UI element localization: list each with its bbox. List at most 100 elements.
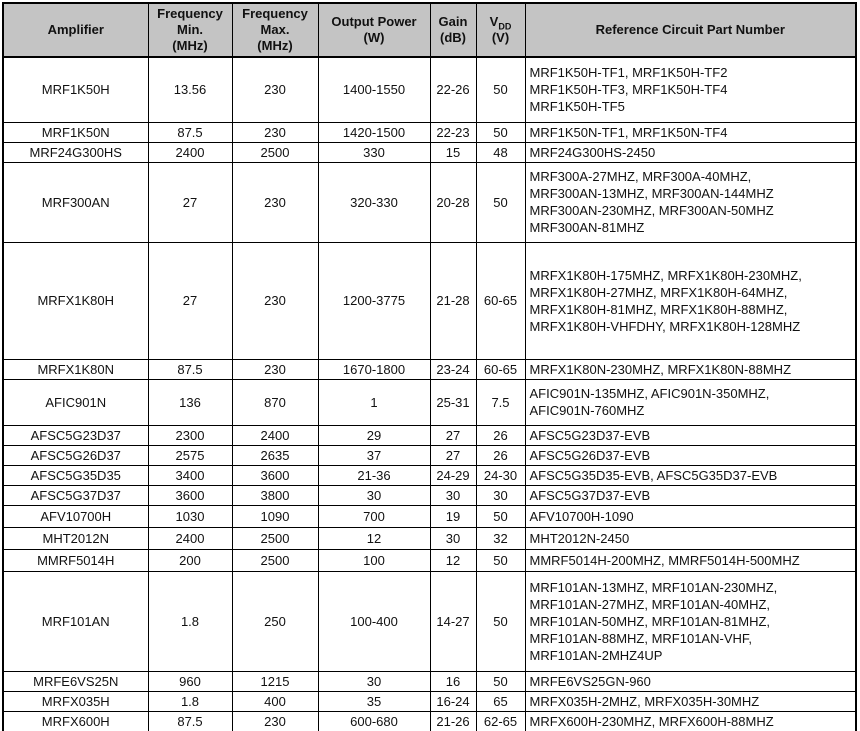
cell-gain: 21-28 xyxy=(429,241,477,360)
cell-vdd: 65 xyxy=(475,690,526,712)
cell-vdd: 60-65 xyxy=(475,358,526,380)
cell-frequency-min: 87.5 xyxy=(147,121,233,143)
cell-amplifier: AFSC5G23D37 xyxy=(2,424,149,446)
cell-vdd: 62-65 xyxy=(475,710,526,731)
cell-gain: 25-31 xyxy=(429,378,477,426)
cell-frequency-max: 230 xyxy=(231,56,319,123)
cell-frequency-min: 200 xyxy=(147,548,233,572)
cell-vdd: 50 xyxy=(475,570,526,672)
cell-gain: 20-28 xyxy=(429,161,477,243)
table-row: MRFX035H 1.8 400 35 16-24 65 MRFX035H-2MHZ, MR… xyxy=(2,690,857,712)
cell-gain: 23-24 xyxy=(429,358,477,380)
cell-vdd: 50 xyxy=(475,548,526,572)
cell-reference-parts: MHT2012N-2450 xyxy=(524,526,857,550)
cell-reference-parts: MMRF5014H-200MHZ, MMRF5014H-500MHZ xyxy=(524,548,857,572)
cell-output-power: 100 xyxy=(317,548,431,572)
cell-output-power: 1200-3775 xyxy=(317,241,431,360)
cell-output-power: 1 xyxy=(317,378,431,426)
cell-frequency-max: 3800 xyxy=(231,484,319,506)
table-row: MRFX1K80H 27 230 1200-3775 21-28 60-65 MRFX1K8… xyxy=(2,241,857,360)
cell-amplifier: AFV10700H xyxy=(2,504,149,528)
cell-frequency-max: 3600 xyxy=(231,464,319,486)
cell-frequency-min: 27 xyxy=(147,161,233,243)
cell-reference-parts: MRF1K50N-TF1, MRF1K50N-TF4 xyxy=(524,121,857,143)
table-row: MRF1K50H 13.56 230 1400-1550 22-26 50 MRF1K50H… xyxy=(2,56,857,123)
table-row: MRF300AN 27 230 320-330 20-28 50 MRF300A-27MHZ… xyxy=(2,161,857,243)
vdd-subscript: DD xyxy=(498,21,512,32)
table-row: AFIC901N 136 870 1 25-31 7.5 AFIC901N-135MHZ, … xyxy=(2,378,857,426)
vdd-unit: (V) xyxy=(491,30,510,45)
cell-frequency-max: 1090 xyxy=(231,504,319,528)
cell-output-power: 1400-1550 xyxy=(317,56,431,123)
cell-amplifier: MRFX035H xyxy=(2,690,149,712)
cell-vdd: 60-65 xyxy=(475,241,526,360)
cell-output-power: 30 xyxy=(317,670,431,692)
cell-frequency-max: 230 xyxy=(231,241,319,360)
cell-reference-parts: MRF101AN-13MHZ, MRF101AN-230MHZ, MRF101A… xyxy=(524,570,857,672)
table-row: AFSC5G35D35 3400 3600 21-36 24-29 24-30 AFSC5G… xyxy=(2,464,857,486)
cell-output-power: 1670-1800 xyxy=(317,358,431,380)
cell-output-power: 12 xyxy=(317,526,431,550)
cell-frequency-min: 1030 xyxy=(147,504,233,528)
cell-reference-parts: AFSC5G23D37-EVB xyxy=(524,424,857,446)
vdd-symbol: V xyxy=(489,14,499,29)
cell-frequency-min: 87.5 xyxy=(147,710,233,731)
cell-amplifier: MRF1K50H xyxy=(2,56,149,123)
cell-frequency-min: 2400 xyxy=(147,526,233,550)
cell-reference-parts: MRFX035H-2MHZ, MRFX035H-30MHZ xyxy=(524,690,857,712)
cell-gain: 14-27 xyxy=(429,570,477,672)
cell-frequency-min: 960 xyxy=(147,670,233,692)
cell-reference-parts: AFSC5G26D37-EVB xyxy=(524,444,857,466)
cell-output-power: 330 xyxy=(317,141,431,163)
cell-gain: 27 xyxy=(429,444,477,466)
cell-amplifier: MMRF5014H xyxy=(2,548,149,572)
cell-amplifier: MRF300AN xyxy=(2,161,149,243)
header-reference-circuit-part-number: Reference Circuit Part Number xyxy=(524,2,857,58)
cell-gain: 15 xyxy=(429,141,477,163)
cell-frequency-min: 27 xyxy=(147,241,233,360)
cell-output-power: 30 xyxy=(317,484,431,506)
cell-reference-parts: MRF1K50H-TF1, MRF1K50H-TF2 MRF1K50H-TF3,… xyxy=(524,56,857,123)
cell-frequency-min: 2300 xyxy=(147,424,233,446)
cell-frequency-min: 87.5 xyxy=(147,358,233,380)
table-row: MRFX1K80N 87.5 230 1670-1800 23-24 60-65 MRFX1… xyxy=(2,358,857,380)
cell-gain: 30 xyxy=(429,526,477,550)
table-row: MRFE6VS25N 960 1215 30 16 50 MRFE6VS25GN-960 xyxy=(2,670,857,692)
cell-vdd: 50 xyxy=(475,670,526,692)
cell-gain: 19 xyxy=(429,504,477,528)
cell-gain: 22-26 xyxy=(429,56,477,123)
cell-gain: 24-29 xyxy=(429,464,477,486)
cell-frequency-max: 2500 xyxy=(231,141,319,163)
cell-amplifier: AFSC5G26D37 xyxy=(2,444,149,466)
header-output-power: Output Power (W) xyxy=(317,2,431,58)
cell-reference-parts: AFIC901N-135MHZ, AFIC901N-350MHZ, AFIC90… xyxy=(524,378,857,426)
cell-reference-parts: MRFX1K80N-230MHZ, MRFX1K80N-88MHZ xyxy=(524,358,857,380)
cell-frequency-max: 400 xyxy=(231,690,319,712)
cell-reference-parts: AFSC5G37D37-EVB xyxy=(524,484,857,506)
table-header: Amplifier Frequency Min. (MHz) Frequency… xyxy=(2,2,857,58)
table-row: AFV10700H 1030 1090 700 19 50 AFV10700H-1090 xyxy=(2,504,857,528)
header-frequency-min: Frequency Min. (MHz) xyxy=(147,2,233,58)
cell-amplifier: AFSC5G35D35 xyxy=(2,464,149,486)
cell-gain: 27 xyxy=(429,424,477,446)
table-row: AFSC5G26D37 2575 2635 37 27 26 AFSC5G26D37-EVB xyxy=(2,444,857,466)
cell-frequency-max: 250 xyxy=(231,570,319,672)
table-row: AFSC5G37D37 3600 3800 30 30 30 AFSC5G37D37-EVB xyxy=(2,484,857,506)
cell-vdd: 50 xyxy=(475,504,526,528)
cell-frequency-max: 870 xyxy=(231,378,319,426)
cell-output-power: 700 xyxy=(317,504,431,528)
cell-reference-parts: AFV10700H-1090 xyxy=(524,504,857,528)
cell-frequency-max: 230 xyxy=(231,121,319,143)
header-amplifier: Amplifier xyxy=(2,2,149,58)
table-row: MRF24G300HS 2400 2500 330 15 48 MRF24G300HS-24… xyxy=(2,141,857,163)
cell-frequency-max: 2400 xyxy=(231,424,319,446)
cell-vdd: 30 xyxy=(475,484,526,506)
cell-gain: 30 xyxy=(429,484,477,506)
cell-gain: 21-26 xyxy=(429,710,477,731)
cell-frequency-min: 2400 xyxy=(147,141,233,163)
cell-vdd: 26 xyxy=(475,424,526,446)
cell-gain: 16 xyxy=(429,670,477,692)
cell-reference-parts: AFSC5G35D35-EVB, AFSC5G35D37-EVB xyxy=(524,464,857,486)
cell-frequency-min: 136 xyxy=(147,378,233,426)
